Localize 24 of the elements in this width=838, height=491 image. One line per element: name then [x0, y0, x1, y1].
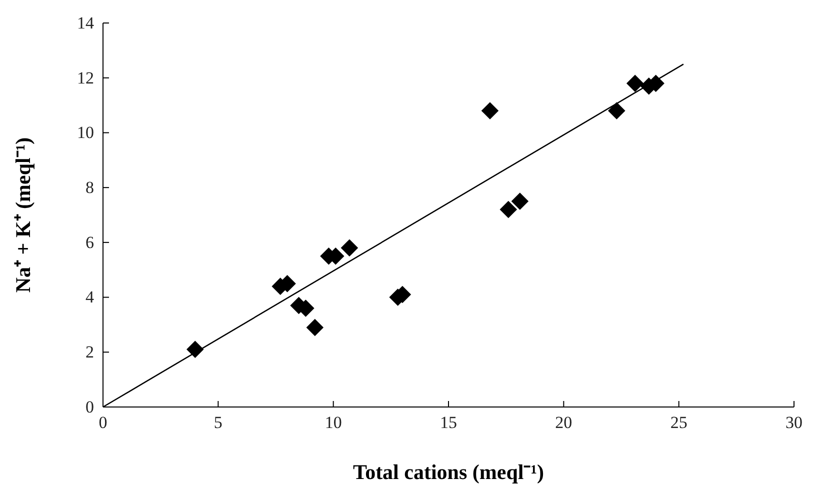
x-tick-label: 15 [440, 413, 457, 432]
y-tick-label: 6 [86, 232, 94, 252]
point [608, 102, 626, 120]
y-axis-title: Na⁺ + K⁺ (meql⁻¹) [11, 137, 35, 293]
x-axis-title: Total cations (meql⁻¹) [352, 460, 544, 484]
point [626, 74, 644, 92]
y-tick-label: 12 [77, 68, 94, 88]
x-tick-label: 30 [786, 413, 802, 432]
y-tick-label: 2 [86, 342, 94, 362]
point [500, 200, 518, 218]
x-tick-label: 5 [214, 413, 222, 432]
y-tick-label: 8 [86, 178, 94, 198]
point [306, 318, 324, 336]
x-tick-label: 0 [98, 413, 108, 432]
x-tick-label: 20 [555, 413, 572, 432]
point [481, 102, 499, 120]
point [340, 239, 358, 257]
point [511, 192, 529, 210]
y-tick-label: 0 [86, 397, 94, 416]
x-tick-label: 10 [324, 413, 342, 432]
y-tick-label: 10 [77, 123, 94, 142]
y-tick-label: 14 [77, 13, 94, 32]
y-tick-label: 4 [86, 288, 94, 307]
x-tick-label: 25 [670, 413, 688, 432]
